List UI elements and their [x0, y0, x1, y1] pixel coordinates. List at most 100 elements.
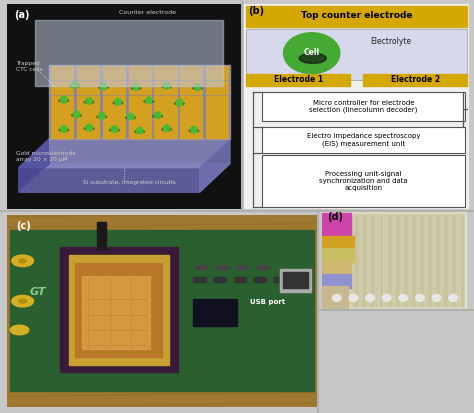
Polygon shape: [181, 126, 201, 138]
Ellipse shape: [73, 111, 80, 118]
Bar: [60, 247, 178, 372]
Ellipse shape: [332, 294, 341, 301]
Polygon shape: [52, 111, 73, 123]
Bar: [392, 215, 394, 306]
Bar: [436, 215, 439, 306]
Ellipse shape: [115, 99, 121, 105]
Ellipse shape: [192, 87, 202, 90]
Polygon shape: [128, 110, 151, 123]
Polygon shape: [78, 82, 98, 93]
Ellipse shape: [162, 128, 172, 131]
Text: Counter electrode: Counter electrode: [119, 10, 176, 15]
Bar: [280, 268, 311, 292]
Bar: [420, 215, 423, 306]
Polygon shape: [19, 139, 230, 168]
Bar: [404, 215, 407, 306]
Ellipse shape: [366, 294, 374, 301]
Polygon shape: [51, 66, 73, 79]
Polygon shape: [77, 125, 99, 138]
Polygon shape: [129, 96, 150, 108]
Polygon shape: [51, 110, 73, 123]
Ellipse shape: [61, 96, 67, 103]
Bar: [396, 215, 399, 306]
Polygon shape: [128, 125, 151, 138]
Ellipse shape: [84, 127, 94, 130]
Polygon shape: [206, 125, 228, 138]
Bar: [322, 260, 351, 274]
Polygon shape: [35, 21, 223, 86]
Ellipse shape: [174, 102, 184, 105]
Polygon shape: [78, 67, 98, 79]
Ellipse shape: [162, 85, 172, 88]
Polygon shape: [104, 111, 124, 123]
Ellipse shape: [86, 124, 92, 131]
Bar: [193, 277, 206, 282]
Bar: [69, 255, 169, 365]
Text: Processing unit-signal
synchronization and data
acquisition: Processing unit-signal synchronization a…: [319, 171, 408, 191]
Ellipse shape: [164, 125, 170, 132]
Ellipse shape: [137, 127, 143, 134]
Ellipse shape: [12, 255, 34, 267]
Ellipse shape: [97, 116, 107, 118]
Ellipse shape: [191, 126, 197, 133]
Bar: [97, 223, 107, 249]
Ellipse shape: [176, 99, 182, 106]
Bar: [400, 215, 403, 306]
Ellipse shape: [100, 83, 107, 90]
Bar: [237, 265, 248, 268]
Bar: [262, 127, 465, 153]
Polygon shape: [52, 67, 73, 79]
Ellipse shape: [153, 115, 163, 117]
Ellipse shape: [432, 294, 441, 301]
Ellipse shape: [349, 294, 358, 301]
Bar: [356, 215, 358, 306]
Ellipse shape: [131, 87, 141, 90]
Ellipse shape: [299, 53, 326, 64]
Polygon shape: [129, 82, 150, 93]
Text: (d): (d): [327, 211, 343, 222]
Polygon shape: [129, 111, 150, 123]
Bar: [440, 215, 443, 306]
Text: Top counter electrode: Top counter electrode: [301, 11, 412, 20]
Text: Micro controller for electrode
selection (linecolumn decoder): Micro controller for electrode selection…: [309, 100, 418, 113]
Polygon shape: [19, 139, 49, 192]
Polygon shape: [206, 110, 228, 123]
Bar: [322, 236, 354, 250]
Ellipse shape: [19, 299, 27, 303]
Text: Electrode 2: Electrode 2: [391, 75, 440, 84]
Bar: [448, 215, 451, 306]
Bar: [246, 6, 467, 26]
Bar: [383, 215, 386, 306]
Polygon shape: [155, 125, 177, 138]
Bar: [372, 215, 374, 306]
Polygon shape: [78, 96, 98, 108]
Polygon shape: [129, 67, 150, 79]
Bar: [294, 277, 307, 282]
Polygon shape: [77, 96, 99, 109]
Polygon shape: [19, 164, 230, 192]
Bar: [246, 28, 467, 80]
Polygon shape: [78, 111, 98, 123]
Ellipse shape: [19, 259, 27, 263]
Ellipse shape: [72, 114, 82, 116]
Bar: [254, 277, 266, 282]
Bar: [197, 265, 207, 268]
Polygon shape: [206, 81, 228, 94]
Polygon shape: [52, 82, 73, 93]
Bar: [322, 248, 354, 262]
Ellipse shape: [99, 112, 105, 119]
Polygon shape: [181, 111, 201, 123]
Polygon shape: [155, 67, 176, 79]
Bar: [322, 286, 348, 308]
Ellipse shape: [128, 113, 134, 120]
Ellipse shape: [61, 126, 67, 133]
Polygon shape: [207, 126, 228, 138]
Ellipse shape: [86, 98, 92, 104]
Bar: [452, 215, 456, 306]
Polygon shape: [51, 96, 73, 109]
Bar: [408, 215, 411, 306]
Polygon shape: [181, 96, 201, 108]
Ellipse shape: [283, 33, 340, 74]
Bar: [424, 215, 427, 306]
Polygon shape: [181, 82, 201, 93]
